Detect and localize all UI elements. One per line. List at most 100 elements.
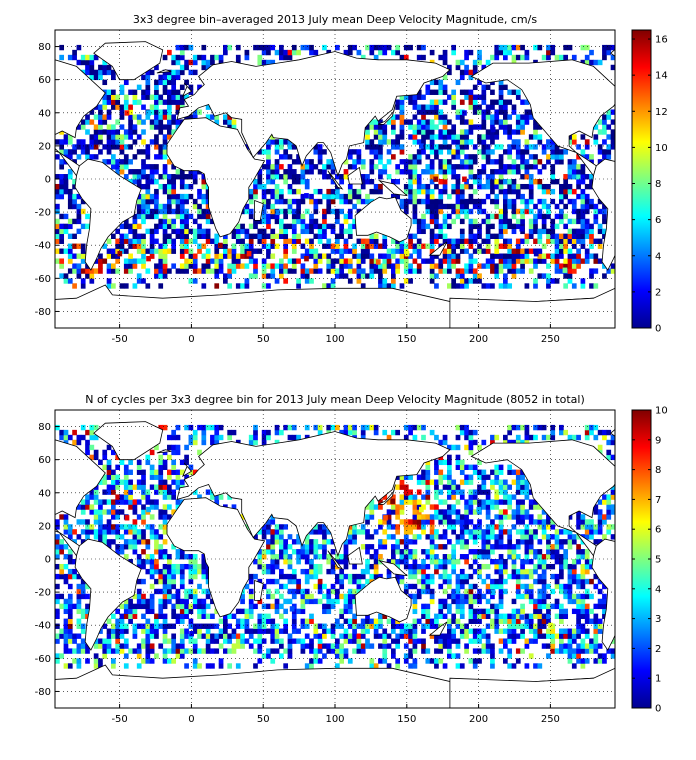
heatmap-cell [98, 499, 103, 505]
heatmap-cell [528, 628, 534, 634]
heatmap-cell [438, 258, 444, 264]
heatmap-cell [563, 213, 569, 220]
heatmap-cell [416, 149, 422, 155]
heatmap-cell [429, 573, 435, 580]
heatmap-cell [434, 208, 439, 215]
heatmap-cell [128, 243, 133, 249]
heatmap-cell [197, 563, 202, 570]
heatmap-cell [300, 618, 306, 624]
heatmap-cell [304, 633, 310, 639]
heatmap-cell [451, 613, 457, 619]
heatmap-cell [287, 49, 293, 56]
heatmap-cell [464, 203, 469, 210]
heatmap-cell [442, 544, 448, 550]
heatmap-cell [567, 198, 573, 205]
heatmap-cell [511, 479, 517, 485]
heatmap-cell [162, 554, 168, 560]
heatmap-cell [197, 583, 202, 590]
heatmap-cell [188, 174, 194, 180]
heatmap-cell [399, 258, 405, 264]
heatmap-cell [429, 179, 435, 185]
heatmap-cell [111, 509, 116, 515]
heatmap-cell [559, 208, 564, 215]
heatmap-cell [447, 494, 452, 500]
heatmap-cell [494, 273, 500, 279]
heatmap-cell [63, 149, 69, 155]
heatmap-cell [136, 149, 142, 155]
heatmap-cell [584, 59, 590, 66]
heatmap-cell [63, 519, 69, 525]
heatmap-cell [98, 628, 103, 634]
heatmap-cell [283, 223, 289, 230]
heatmap-cell [141, 233, 146, 239]
heatmap-cell [416, 638, 422, 644]
heatmap-cell [158, 283, 164, 289]
heatmap-cell [132, 504, 138, 510]
heatmap-cell [447, 258, 452, 264]
heatmap-cell [459, 554, 465, 560]
heatmap-cell [537, 233, 543, 239]
heatmap-cell [464, 633, 469, 639]
heatmap-cell [179, 568, 185, 575]
heatmap-cell [507, 169, 513, 175]
heatmap-cell [296, 203, 301, 210]
heatmap-cell [132, 633, 138, 639]
heatmap-cell [563, 179, 569, 185]
heatmap-cell [235, 608, 241, 615]
heatmap-cell [546, 583, 551, 590]
heatmap-cell [468, 603, 474, 610]
heatmap-cell [339, 268, 345, 274]
heatmap-cell [459, 529, 465, 535]
heatmap-cell [567, 578, 573, 585]
heatmap-cell [145, 174, 151, 180]
heatmap-cell [322, 529, 327, 535]
heatmap-cell [520, 519, 525, 525]
heatmap-cell [429, 559, 435, 565]
heatmap-cell [464, 278, 469, 284]
heatmap-cell [429, 504, 435, 510]
heatmap-cell [205, 233, 211, 239]
heatmap-cell [223, 238, 228, 244]
heatmap-cell [283, 243, 289, 249]
heatmap-cell [330, 623, 336, 629]
heatmap-cell [111, 233, 116, 239]
heatmap-cell [201, 243, 207, 249]
heatmap-cell [287, 54, 293, 61]
heatmap-cell [524, 183, 530, 190]
heatmap-cell [279, 208, 284, 215]
heatmap-cell [438, 648, 444, 654]
heatmap-cell [507, 504, 513, 510]
heatmap-cell [421, 243, 426, 249]
heatmap-cell [498, 618, 504, 624]
heatmap-cell [373, 628, 379, 634]
heatmap-cell [205, 258, 211, 264]
heatmap-cell [468, 608, 474, 615]
heatmap-cell [93, 124, 99, 130]
heatmap-cell [85, 524, 90, 530]
heatmap-cell [455, 653, 461, 659]
heatmap-cell [123, 144, 129, 150]
heatmap-cell [447, 504, 452, 510]
heatmap-cell [158, 183, 164, 190]
heatmap-cell [115, 479, 121, 485]
heatmap-cell [171, 638, 177, 644]
heatmap-cell [515, 188, 521, 195]
heatmap-cell [111, 623, 116, 629]
heatmap-cell [279, 228, 284, 235]
heatmap-cell [119, 238, 125, 244]
heatmap-cell [597, 524, 603, 530]
heatmap-cell [559, 159, 564, 165]
heatmap-cell [76, 658, 82, 664]
heatmap-cell [218, 633, 224, 639]
heatmap-cell [330, 568, 336, 575]
heatmap-cell [554, 534, 560, 540]
heatmap-cell [524, 509, 530, 515]
heatmap-cell [485, 183, 491, 190]
heatmap-cell [515, 238, 521, 244]
heatmap-cell [244, 623, 250, 629]
heatmap-cell [356, 49, 362, 56]
heatmap-cell [106, 643, 112, 649]
heatmap-cell [520, 489, 525, 495]
heatmap-cell [317, 258, 323, 264]
heatmap-cell [559, 218, 564, 225]
